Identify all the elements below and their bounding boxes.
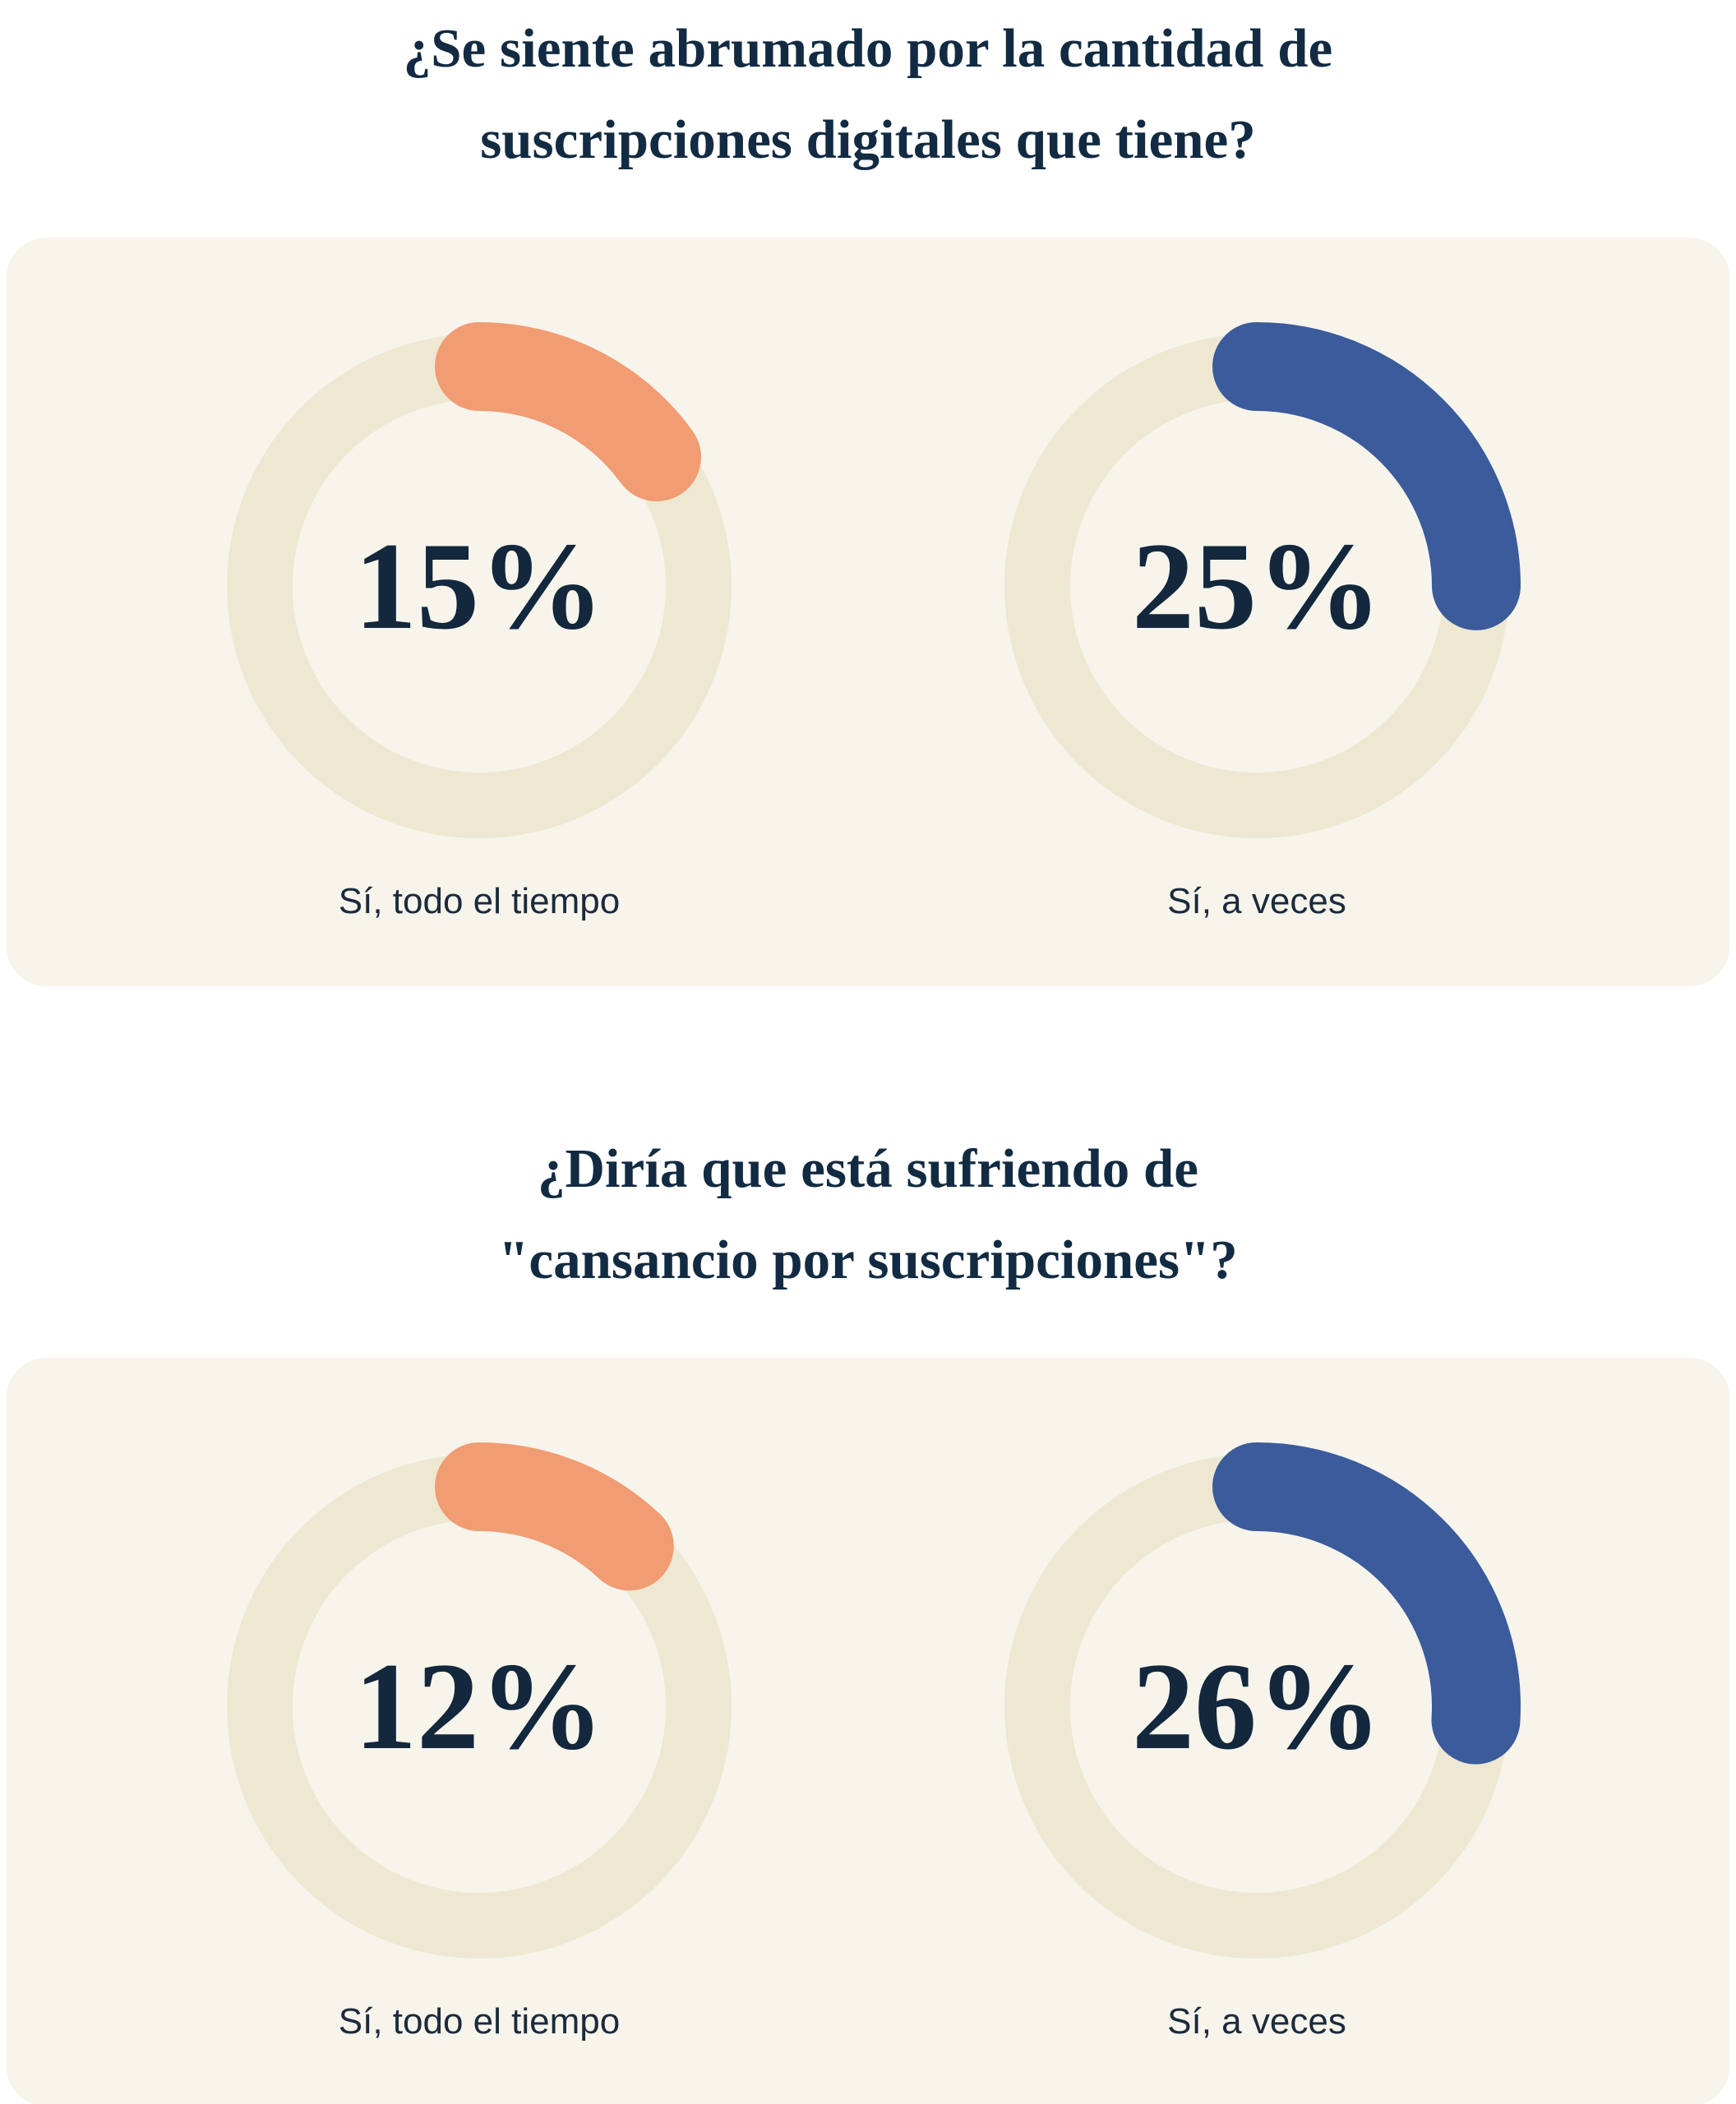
donut-chart: 26%: [990, 1439, 1524, 1973]
donut-svg: [993, 322, 1521, 850]
donut-chart-sometimes: 26% Sí, a veces: [990, 1439, 1524, 2042]
donut-label: Sí, todo el tiempo: [338, 881, 621, 921]
section-1-title-line-1: ¿Se siente abrumado por la cantidad de: [403, 18, 1333, 79]
section-1-title-line-2: suscripciones digitales que tiene?: [480, 109, 1256, 170]
donut-arc: [993, 322, 1521, 850]
section-1-chart-card: 15% Sí, todo el tiempo 25% Sí, a veces: [7, 238, 1729, 986]
donut-chart: 25%: [990, 319, 1524, 853]
donut-chart: 12%: [212, 1439, 746, 1973]
donut-arc: [993, 1442, 1521, 1970]
section-1-title: ¿Se siente abrumado por la cantidad de s…: [0, 0, 1736, 186]
donut-label: Sí, a veces: [1167, 2001, 1346, 2042]
donut-arc: [215, 322, 743, 850]
donut-svg: [993, 1442, 1521, 1970]
donut-chart: 15%: [212, 319, 746, 853]
donut-chart-always: 15% Sí, todo el tiempo: [212, 319, 746, 922]
donut-svg: [215, 1442, 743, 1970]
donut-chart-always: 12% Sí, todo el tiempo: [212, 1439, 746, 2042]
section-2-title-line-2: "cansancio por suscripciones"?: [498, 1230, 1238, 1290]
donut-svg: [215, 322, 743, 850]
donut-label: Sí, a veces: [1167, 881, 1346, 921]
section-2-chart-card: 12% Sí, todo el tiempo 26% Sí, a veces: [7, 1358, 1729, 2104]
donut-label: Sí, todo el tiempo: [338, 2001, 621, 2042]
section-2-title-line-1: ¿Diría que está sufriendo de: [538, 1138, 1198, 1199]
donut-arc: [215, 1442, 743, 1970]
donut-chart-sometimes: 25% Sí, a veces: [990, 319, 1524, 922]
section-2-title: ¿Diría que está sufriendo de "cansancio …: [0, 1124, 1736, 1306]
